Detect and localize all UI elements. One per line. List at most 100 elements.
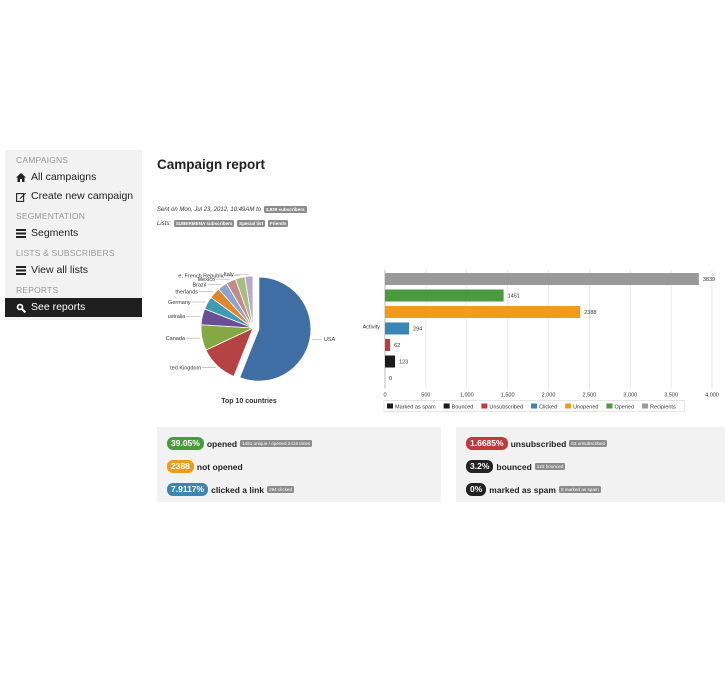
percentage-pill: 3.2% [466, 460, 494, 473]
bar-value-label: 123 [399, 360, 408, 366]
stat-detail-badge: 294 clicked [267, 486, 294, 493]
bar[interactable] [385, 322, 410, 335]
x-tick-label: 3,000 [623, 393, 637, 399]
x-tick-label: 1,500 [501, 393, 515, 399]
stat-marked-spam: 0% marked as spam 0 marked as spam [466, 483, 601, 496]
list-badge[interactable]: Friends [267, 220, 289, 227]
pie-slice-label: ted Kingdom [170, 365, 201, 371]
sidebar-item-label: Create new campaign [31, 190, 134, 202]
stat-label: marked as spam [489, 484, 556, 495]
pie-slice-label: USA [324, 337, 336, 343]
bar[interactable] [385, 355, 396, 368]
x-tick-label: 0 [383, 393, 386, 399]
list-badge[interactable]: SUBERMENA subscribers [173, 220, 235, 227]
x-tick-label: 2,500 [582, 393, 596, 399]
stat-label: unsubscribed [510, 438, 567, 449]
legend-label[interactable]: Opened [614, 405, 634, 411]
sent-info: Sent on Mon, Jul 23, 2012, 10:49AM to 3,… [157, 206, 307, 213]
pie-slice-label: Brazil [192, 282, 206, 288]
legend-swatch [531, 403, 538, 409]
legend-label[interactable]: Unopened [573, 405, 598, 411]
legend-swatch [642, 403, 649, 409]
pie-chart-svg: USA ted Kingdom Canada ustralia Germany therl… [166, 272, 336, 405]
sidebar: CAMPAIGNS All campaigns Create new campa… [5, 150, 142, 320]
pie-slice-label: ustralia [168, 314, 187, 320]
legend-swatch [443, 403, 450, 409]
sidebar-item-create-campaign[interactable]: Create new campaign [5, 187, 142, 206]
bar[interactable] [385, 306, 581, 318]
page-title: Campaign report [157, 157, 266, 172]
stat-detail-badge: 0 marked as spam [558, 486, 601, 493]
engagement-stats-panel: 39.05% opened 1451 unique / opened 2416 … [157, 427, 441, 502]
sidebar-item-label: View all lists [31, 264, 88, 276]
sidebar-section-segmentation: SEGMENTATION [16, 211, 86, 221]
bar-value-label: 0 [389, 376, 392, 382]
sidebar-item-view-all-lists[interactable]: View all lists [5, 261, 142, 280]
bar-value-label: 2388 [584, 310, 596, 316]
lists-info: Lists: SUBERMENA subscribers Special lis… [157, 220, 289, 228]
bar-value-label: 62 [394, 343, 400, 349]
pie-slice-label: Italy [224, 272, 234, 278]
legend-swatch [387, 403, 393, 409]
legend-label[interactable]: Unsubscribed [489, 405, 523, 411]
sidebar-item-segments[interactable]: Segments [5, 224, 142, 243]
list-icon [16, 266, 26, 275]
percentage-pill: 0% [466, 483, 487, 496]
negative-stats-panel: 1.6685% unsubscribed 62 unsubscribed 3.2… [456, 427, 725, 502]
sidebar-section-campaigns: CAMPAIGNS [16, 155, 69, 165]
pie-chart-title: Top 10 countries [221, 398, 277, 405]
bar-value-label: 294 [413, 327, 422, 333]
x-tick-label: 2,000 [542, 393, 556, 399]
bar[interactable] [385, 273, 699, 285]
pie-slice-label: therlands [175, 290, 198, 296]
stat-clicked: 7.9117% clicked a link 294 clicked [167, 483, 294, 496]
stat-detail-badge: 1451 unique / opened 2416 times [240, 440, 313, 447]
bar[interactable] [385, 339, 391, 351]
stat-detail-badge: 123 bounced [534, 463, 566, 470]
legend-swatch [565, 403, 572, 409]
legend-label[interactable]: Bounced [452, 405, 474, 411]
legend-label[interactable]: Clicked [539, 405, 557, 411]
bar-chart-svg: 0 500 1,000 1,500 2,000 2,500 3,000 3,500 4,000 3… [363, 270, 719, 412]
sent-count-badge: 3,839 subscribers [263, 206, 307, 213]
stat-detail-badge: 62 unsubscribed [569, 440, 608, 447]
lists-label: Lists: [157, 221, 172, 228]
stat-label: clicked a link [211, 484, 265, 495]
pie-slice-label: Mexico [198, 277, 215, 283]
sidebar-item-label: See reports [31, 301, 86, 313]
x-tick-label: 3,500 [664, 393, 678, 399]
y-category-label: Activity [363, 325, 381, 331]
pie-slice-label: e, French Republic [178, 274, 224, 280]
bar-value-label: 3839 [703, 277, 715, 283]
edit-icon [16, 192, 26, 202]
stat-label: not opened [196, 461, 243, 472]
percentage-pill: 7.9117% [167, 483, 209, 496]
sidebar-item-label: All campaigns [31, 171, 97, 183]
sidebar-item-see-reports[interactable]: See reports [5, 298, 142, 317]
home-icon [16, 173, 26, 182]
list-badge[interactable]: Special list [237, 220, 266, 227]
legend-swatch [481, 403, 488, 409]
sidebar-section-lists: LISTS & SUBSCRIBERS [16, 248, 115, 258]
pie-slice[interactable] [244, 275, 254, 329]
legend-swatch [606, 403, 613, 409]
zoom-icon [16, 303, 26, 313]
x-tick-label: 4,000 [705, 393, 719, 399]
sidebar-item-all-campaigns[interactable]: All campaigns [5, 168, 142, 187]
pie-slice[interactable] [239, 276, 312, 382]
bar-value-label: 1451 [508, 294, 520, 300]
legend-label[interactable]: Recipients [650, 405, 676, 411]
list-icon [16, 229, 26, 238]
bar[interactable] [385, 289, 504, 302]
stat-label: opened [206, 438, 238, 449]
stat-unsubscribed: 1.6685% unsubscribed 62 unsubscribed [466, 437, 608, 450]
stat-not-opened: 2388 not opened [167, 460, 243, 473]
legend-label[interactable]: Marked as spam [395, 405, 436, 411]
stat-opened: 39.05% opened 1451 unique / opened 2416 … [167, 437, 313, 450]
pie-slice-label: Germany [168, 300, 191, 306]
percentage-pill: 39.05% [167, 437, 204, 450]
pie-slice-label: Canada [166, 336, 186, 342]
percentage-pill: 1.6685% [466, 437, 508, 450]
stat-bounced: 3.2% bounced 123 bounced [466, 460, 566, 473]
stat-label: bounced [496, 461, 532, 472]
